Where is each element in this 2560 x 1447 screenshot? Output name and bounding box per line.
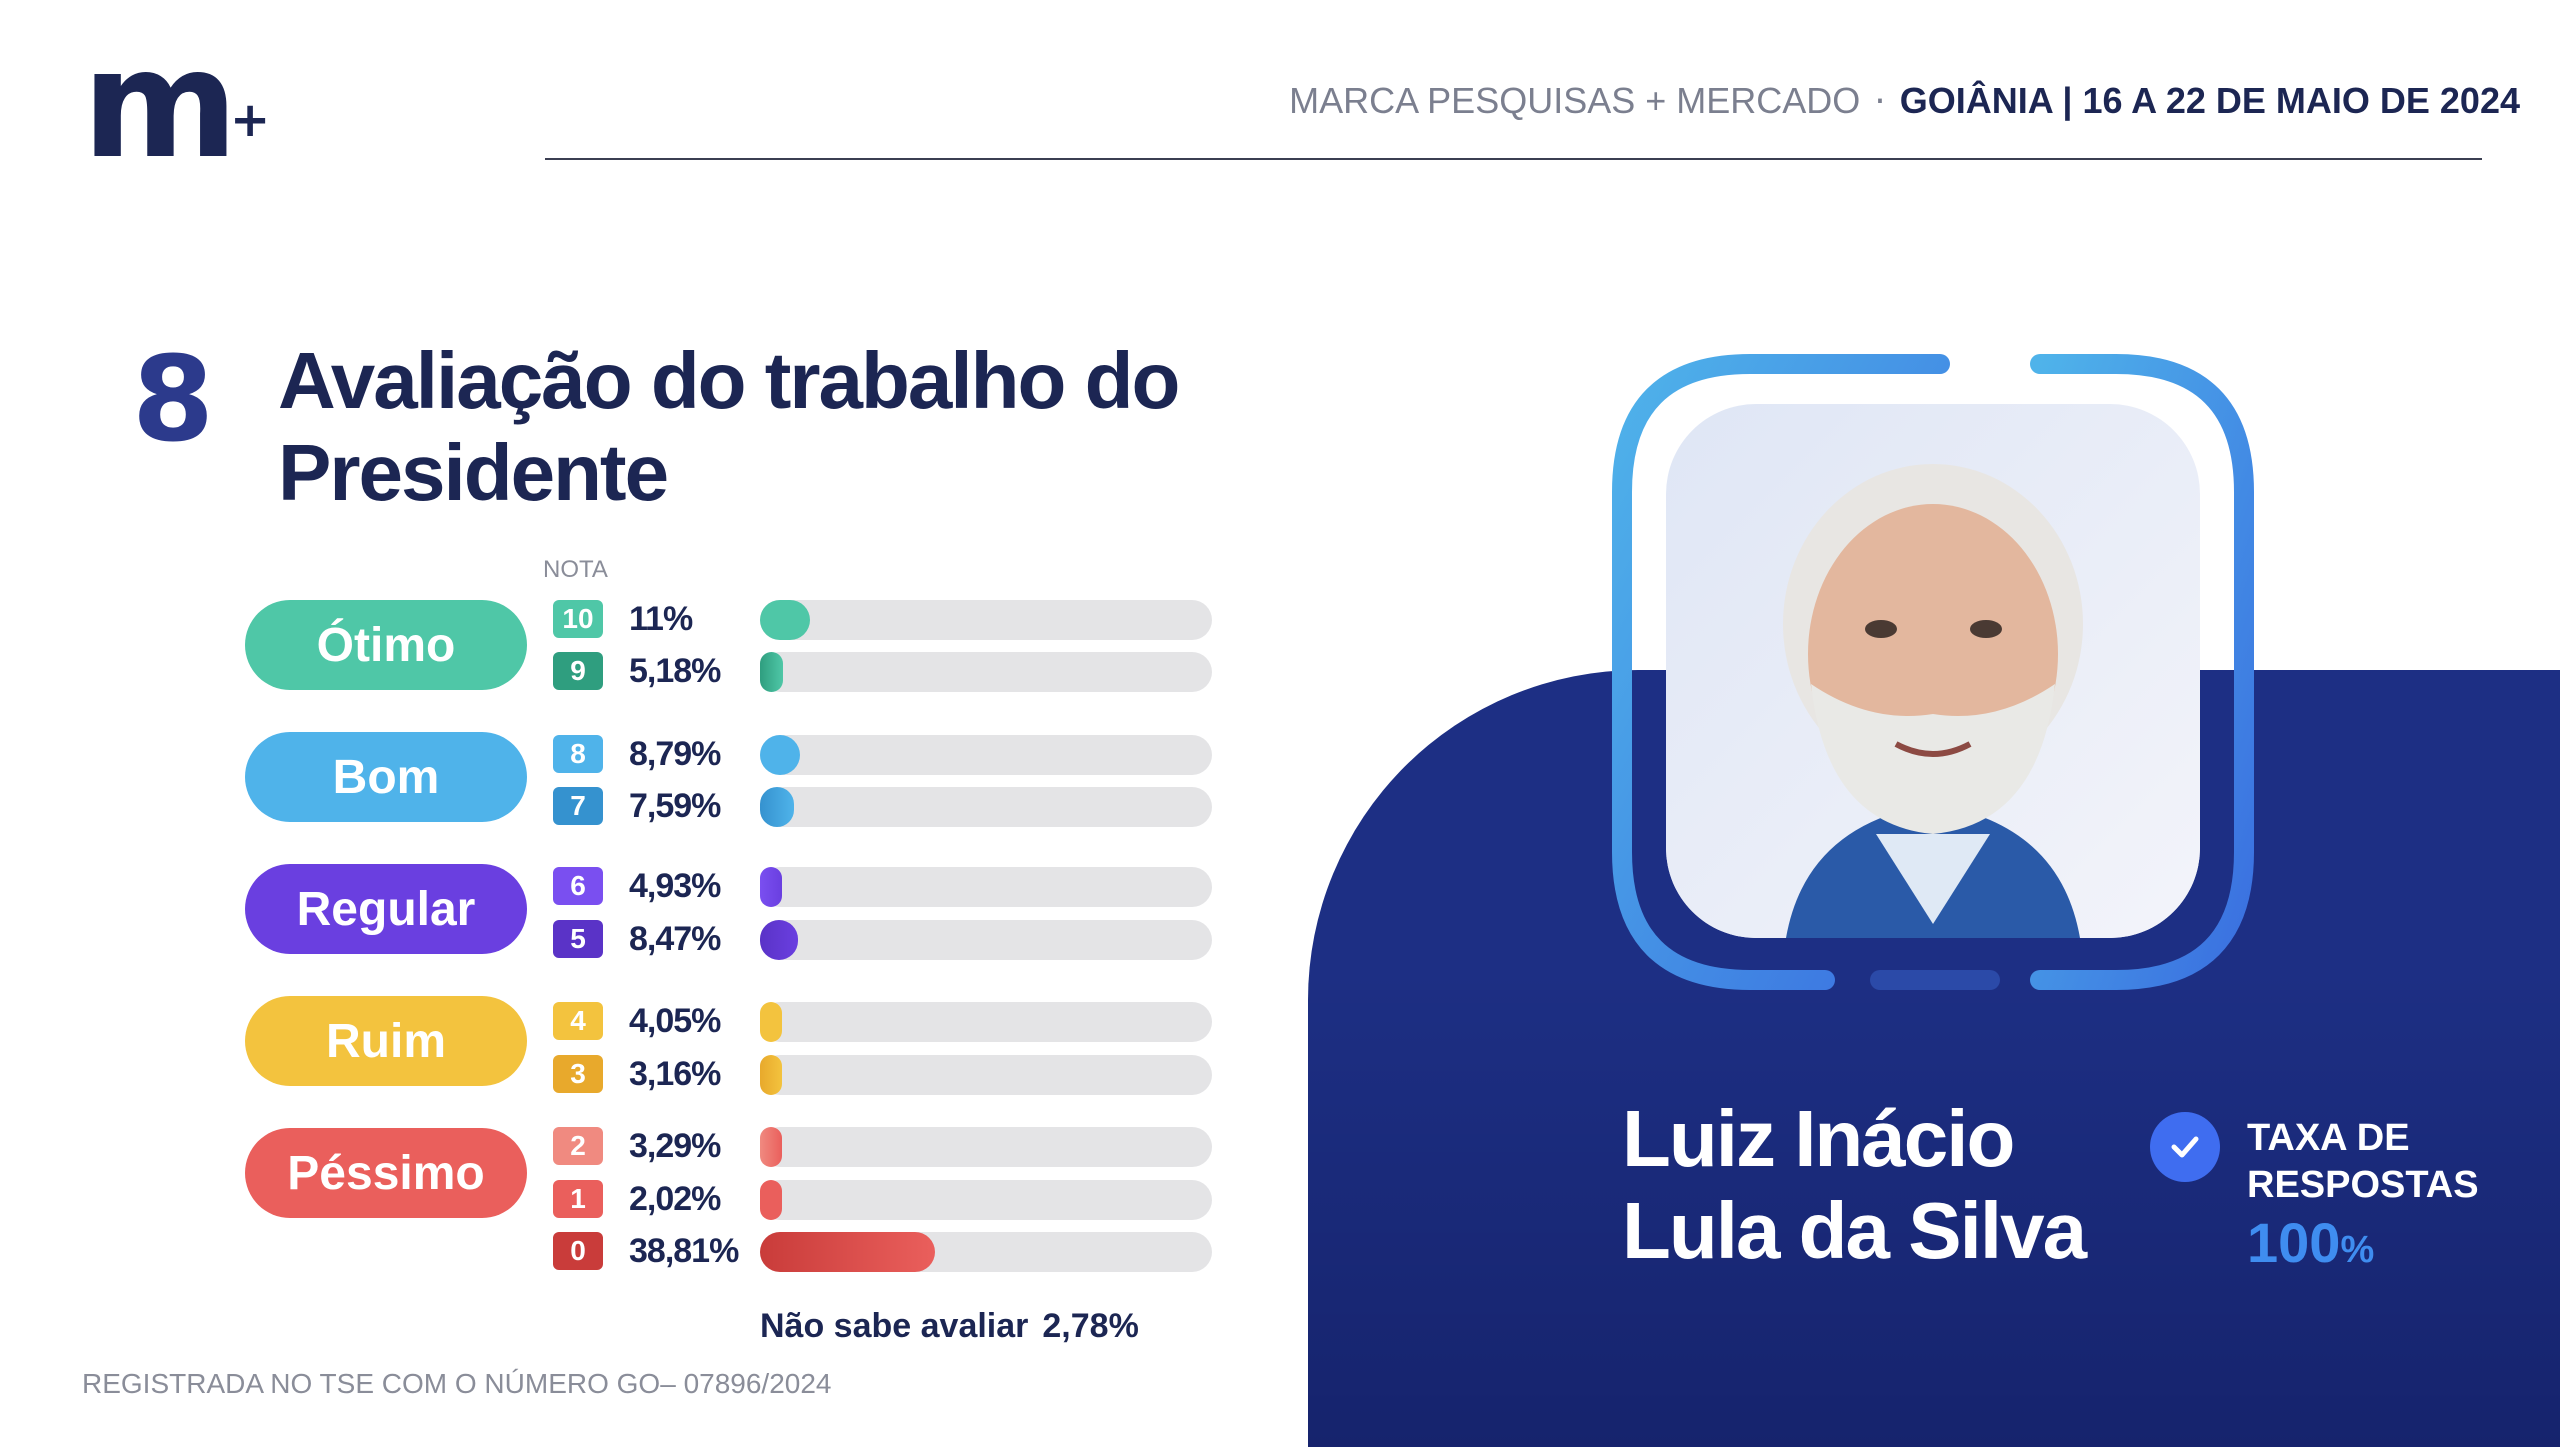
rating-row: 1 2,02%	[553, 1180, 1223, 1220]
candidate-name-line1: Luiz Inácio	[1622, 1094, 2015, 1183]
nota-badge: 3	[553, 1055, 603, 1093]
bar-fill	[760, 787, 795, 827]
percentage-label: 4,05%	[629, 1002, 721, 1040]
bar-fill	[760, 1055, 782, 1095]
bar-fill	[760, 920, 799, 960]
bar-track	[760, 1232, 1212, 1272]
bar-track	[760, 1180, 1212, 1220]
percentage-label: 8,47%	[629, 920, 721, 958]
response-rate-label-line2: RESPOSTAS	[2247, 1164, 2479, 1206]
candidate-panel	[1308, 670, 2560, 1447]
nota-badge: 7	[553, 787, 603, 825]
category-label: Regular	[245, 864, 527, 954]
panel-shade	[1308, 970, 2560, 1447]
rating-row: 10 11%	[553, 600, 1223, 640]
logo-plus: +	[230, 92, 271, 148]
category-label: Ruim	[245, 996, 527, 1086]
bar-fill	[760, 652, 784, 692]
percentage-label: 3,16%	[629, 1055, 721, 1093]
question-number: 8	[132, 330, 215, 468]
rating-row: 8 8,79%	[553, 735, 1223, 775]
percentage-label: 5,18%	[629, 652, 721, 690]
percentage-label: 7,59%	[629, 787, 721, 825]
bar-fill	[760, 735, 800, 775]
bar-fill	[760, 1232, 936, 1272]
portrait-illustration	[1666, 404, 2200, 938]
percentage-label: 38,81%	[629, 1232, 739, 1270]
rating-row: 2 3,29%	[553, 1127, 1223, 1167]
candidate-photo	[1666, 404, 2200, 938]
header-divider	[545, 158, 2482, 160]
logo-letter: m	[82, 18, 238, 192]
percentage-label: 11%	[629, 600, 693, 638]
brand-logo: m +	[82, 30, 272, 180]
header-info: MARCA PESQUISAS + MERCADO · GOIÂNIA | 16 A…	[1289, 80, 2520, 122]
nota-badge: 4	[553, 1002, 603, 1040]
brand-name: MARCA PESQUISAS + MERCADO	[1289, 80, 1861, 121]
bar-fill	[760, 1002, 782, 1042]
category-label: Péssimo	[245, 1128, 527, 1218]
response-rate-label-line1: TAXA DE	[2247, 1117, 2410, 1159]
bar-track	[760, 1002, 1212, 1042]
nota-badge: 8	[553, 735, 603, 773]
bar-fill	[760, 600, 810, 640]
check-icon	[2150, 1112, 2220, 1182]
tse-registration: REGISTRADA NO TSE COM O NÚMERO GO– 07896…	[82, 1368, 832, 1399]
rating-row: 4 4,05%	[553, 1002, 1223, 1042]
candidate-name: Luiz Inácio Lula da Silva	[1622, 1093, 2087, 1277]
bar-track	[760, 600, 1212, 640]
bar-fill	[760, 1180, 782, 1220]
nao-sabe-avaliar: Não sabe avaliar 2,78%	[760, 1307, 1139, 1346]
rating-row: 6 4,93%	[553, 867, 1223, 907]
percentage-label: 4,93%	[629, 867, 721, 905]
bar-fill	[760, 1127, 782, 1167]
nota-badge: 6	[553, 867, 603, 905]
rating-row: 9 5,18%	[553, 652, 1223, 692]
photo-frame-ring	[1612, 354, 2254, 990]
nao-sabe-label: Não sabe avaliar	[760, 1307, 1029, 1345]
nota-badge: 0	[553, 1232, 603, 1270]
bar-track	[760, 652, 1212, 692]
photo-frame	[1610, 352, 2256, 992]
rating-row: 0 38,81%	[553, 1232, 1223, 1272]
candidate-name-line2: Lula da Silva	[1622, 1186, 2087, 1275]
nota-badge: 5	[553, 920, 603, 958]
response-rate-number: 100	[2247, 1211, 2341, 1274]
nota-badge: 1	[553, 1180, 603, 1218]
bar-track	[760, 1055, 1212, 1095]
category-label: Ótimo	[245, 600, 527, 690]
nota-column-label: NOTA	[543, 556, 608, 583]
question-title: Avaliação do trabalho do Presidente	[278, 336, 1180, 517]
bar-fill	[760, 867, 783, 907]
nao-sabe-value: 2,78%	[1042, 1307, 1139, 1345]
percentage-label: 2,02%	[629, 1180, 721, 1218]
bar-track	[760, 867, 1212, 907]
rating-row: 7 7,59%	[553, 787, 1223, 827]
percentage-label: 3,29%	[629, 1127, 721, 1165]
nota-badge: 2	[553, 1127, 603, 1165]
rating-row: 3 3,16%	[553, 1055, 1223, 1095]
nota-badge: 9	[553, 652, 603, 690]
response-rate-unit: %	[2340, 1229, 2375, 1271]
category-label: Bom	[245, 732, 527, 822]
nota-badge: 10	[553, 600, 603, 638]
bar-track	[760, 735, 1212, 775]
bar-track	[760, 920, 1212, 960]
percentage-label: 8,79%	[629, 735, 721, 773]
response-rate-value: 100%	[2247, 1210, 2374, 1275]
bar-track	[760, 787, 1212, 827]
rating-row: 5 8,47%	[553, 920, 1223, 960]
response-rate-label: TAXA DE RESPOSTAS	[2247, 1115, 2479, 1209]
header-separator: ·	[1874, 81, 1886, 122]
bar-track	[760, 1127, 1212, 1167]
location-date: GOIÂNIA | 16 A 22 DE MAIO DE 2024	[1899, 80, 2520, 121]
